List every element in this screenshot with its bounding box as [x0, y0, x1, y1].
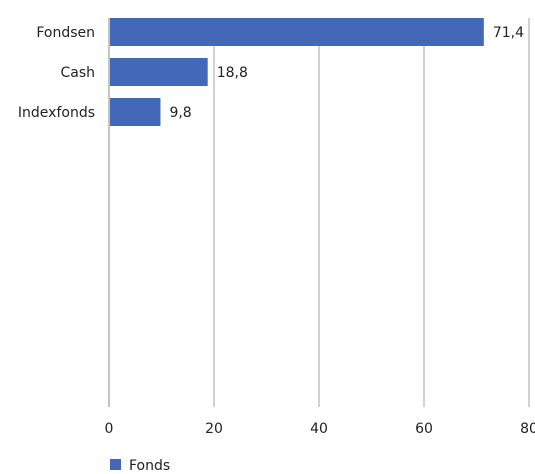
- category-label-cash: Cash: [60, 65, 95, 81]
- legend-label-fonds: Fonds: [129, 458, 170, 474]
- bar-fondsen: [110, 18, 484, 46]
- x-tick-label-20: 20: [205, 421, 223, 437]
- x-tick-label-80: 80: [520, 421, 535, 437]
- x-tick-label-0: 0: [105, 421, 114, 437]
- legend: Fonds: [110, 458, 170, 474]
- bar-indexfonds: [110, 98, 161, 126]
- category-label-indexfonds: Indexfonds: [18, 105, 95, 121]
- x-tick-label-60: 60: [415, 421, 433, 437]
- data-label-fondsen: 71,4: [493, 25, 524, 41]
- bars: [110, 18, 484, 126]
- category-labels: Fondsen Cash Indexfonds: [18, 25, 95, 121]
- data-label-cash: 18,8: [217, 65, 248, 81]
- legend-swatch: [110, 459, 121, 470]
- x-tick-labels: 0 20 40 60 80: [105, 421, 535, 437]
- data-label-indexfonds: 9,8: [169, 105, 191, 121]
- gridlines: [108, 18, 530, 407]
- category-label-fondsen: Fondsen: [36, 25, 95, 41]
- bar-cash: [110, 58, 208, 86]
- data-labels: 71,4 18,8 9,8: [169, 25, 524, 121]
- x-tick-label-40: 40: [310, 421, 328, 437]
